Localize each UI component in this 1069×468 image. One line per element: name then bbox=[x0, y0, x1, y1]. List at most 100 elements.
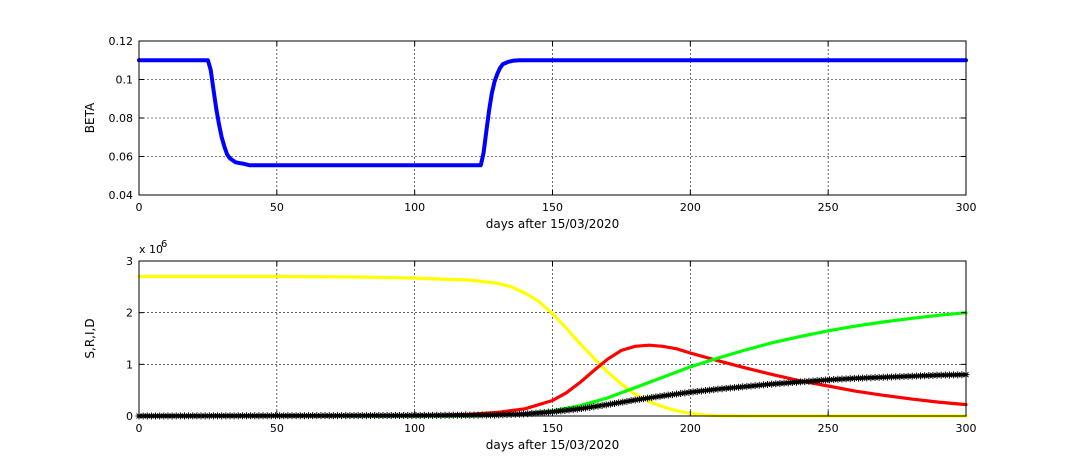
star-marker bbox=[536, 409, 544, 417]
star-marker bbox=[954, 371, 962, 379]
star-marker bbox=[441, 411, 449, 419]
y-tick-label: 1 bbox=[126, 358, 133, 371]
star-marker bbox=[408, 411, 416, 419]
star-marker bbox=[511, 410, 519, 418]
y-multiplier-exponent: 6 bbox=[161, 239, 167, 250]
star-marker bbox=[470, 411, 478, 419]
star-marker bbox=[685, 388, 693, 396]
x-tick-label: 200 bbox=[680, 201, 701, 214]
x-tick-label: 300 bbox=[956, 422, 977, 435]
star-marker bbox=[726, 384, 734, 392]
star-marker bbox=[697, 387, 705, 395]
star-marker bbox=[404, 411, 412, 419]
series-line-1 bbox=[137, 343, 968, 418]
star-marker bbox=[958, 371, 966, 379]
star-marker bbox=[412, 411, 420, 419]
star-marker bbox=[784, 379, 792, 387]
star-marker bbox=[859, 374, 867, 382]
star-marker bbox=[515, 410, 523, 418]
star-marker bbox=[925, 372, 933, 380]
star-marker bbox=[821, 376, 829, 384]
star-marker bbox=[892, 373, 900, 381]
star-marker bbox=[867, 374, 875, 382]
star-marker bbox=[668, 391, 676, 399]
star-marker bbox=[449, 411, 457, 419]
star-marker bbox=[445, 411, 453, 419]
star-marker bbox=[602, 401, 610, 409]
x-tick-label: 250 bbox=[818, 201, 839, 214]
x-axis-label: days after 15/03/2020 bbox=[486, 217, 620, 231]
star-marker bbox=[594, 402, 602, 410]
star-marker bbox=[569, 406, 577, 414]
star-marker bbox=[482, 411, 490, 419]
star-marker bbox=[937, 371, 945, 379]
x-tick-label: 200 bbox=[680, 422, 701, 435]
beta-plot: 0 50 100 150 200 250 300 0.04 0.06 0.08 0.1 0.12 day… bbox=[83, 35, 977, 231]
star-marker bbox=[759, 381, 767, 389]
star-marker bbox=[656, 392, 664, 400]
star-marker bbox=[561, 406, 569, 414]
star-marker bbox=[503, 411, 511, 419]
star-marker bbox=[424, 411, 432, 419]
star-marker bbox=[842, 375, 850, 383]
star-marker bbox=[714, 385, 722, 393]
star-marker bbox=[615, 399, 623, 407]
star-marker bbox=[706, 386, 714, 394]
star-marker bbox=[730, 384, 738, 392]
star-marker bbox=[854, 374, 862, 382]
star-marker bbox=[462, 411, 470, 419]
star-marker bbox=[917, 372, 925, 380]
star-marker bbox=[627, 397, 635, 405]
star-marker bbox=[921, 372, 929, 380]
star-marker bbox=[474, 411, 482, 419]
star-marker bbox=[598, 401, 606, 409]
y-tick-label: 0.08 bbox=[109, 112, 134, 125]
star-marker bbox=[693, 387, 701, 395]
star-marker bbox=[466, 411, 474, 419]
y-tick-label: 0 bbox=[126, 410, 133, 423]
star-marker bbox=[648, 394, 656, 402]
star-marker bbox=[908, 372, 916, 380]
star-marker bbox=[681, 389, 689, 397]
star-marker bbox=[553, 407, 561, 415]
star-marker bbox=[437, 411, 445, 419]
x-tick-label: 300 bbox=[956, 201, 977, 214]
star-marker bbox=[718, 385, 726, 393]
star-marker bbox=[416, 411, 424, 419]
star-marker bbox=[524, 410, 532, 418]
star-marker bbox=[478, 411, 486, 419]
srid-plot: 0 50 100 150 200 250 300 0 1 2 3 days after 15/03/2… bbox=[83, 239, 977, 452]
star-marker bbox=[817, 376, 825, 384]
star-marker bbox=[805, 377, 813, 385]
star-marker bbox=[652, 393, 660, 401]
x-tick-label: 50 bbox=[270, 201, 284, 214]
star-marker bbox=[540, 408, 548, 416]
star-marker bbox=[904, 372, 912, 380]
star-marker bbox=[764, 380, 772, 388]
y-tick-label: 0.04 bbox=[109, 189, 134, 202]
star-marker bbox=[701, 387, 709, 395]
star-marker bbox=[883, 373, 891, 381]
star-marker bbox=[751, 382, 759, 390]
star-marker bbox=[635, 395, 643, 403]
star-marker bbox=[830, 376, 838, 384]
star-marker bbox=[689, 388, 697, 396]
star-marker bbox=[863, 374, 871, 382]
star-marker bbox=[586, 403, 594, 411]
star-marker bbox=[896, 373, 904, 381]
star-marker bbox=[875, 373, 883, 381]
star-marker bbox=[573, 405, 581, 413]
star-marker bbox=[544, 408, 552, 416]
star-marker bbox=[780, 379, 788, 387]
y-tick-label: 0.1 bbox=[116, 74, 134, 87]
y-tick-label: 0.12 bbox=[109, 35, 134, 48]
star-marker bbox=[660, 392, 668, 400]
star-marker bbox=[809, 377, 817, 385]
star-marker bbox=[929, 371, 937, 379]
y-tick-label: 3 bbox=[126, 255, 133, 268]
star-marker bbox=[582, 404, 590, 412]
star-marker bbox=[743, 382, 751, 390]
star-marker bbox=[747, 382, 755, 390]
star-marker bbox=[590, 403, 598, 411]
star-marker bbox=[792, 378, 800, 386]
